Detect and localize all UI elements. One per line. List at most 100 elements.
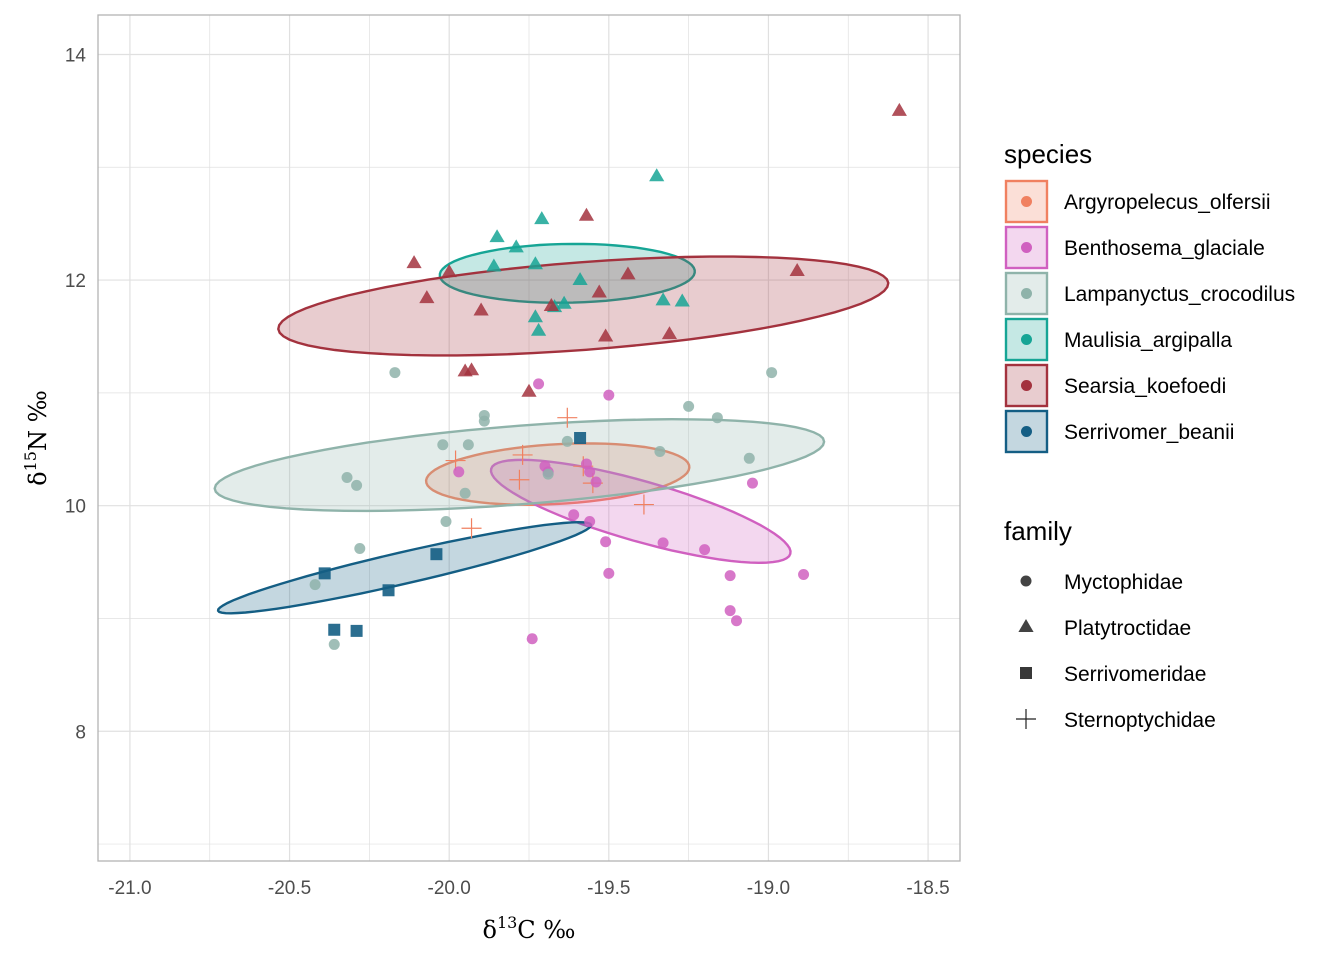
data-point-Lampanyctus_crocodilus — [328, 638, 340, 650]
data-point-Benthosema_glaciale — [526, 633, 538, 645]
legend-key-Serrivomeridae — [1020, 667, 1032, 679]
y-tick-label: 14 — [65, 45, 87, 66]
data-point-Benthosema_glaciale — [590, 476, 602, 488]
data-point-Searsia_koefoedi — [598, 328, 614, 342]
data-point-Maulisia_argipalla — [489, 229, 505, 243]
legend-key-dot — [1021, 426, 1032, 437]
y-tick-label: 10 — [65, 497, 86, 518]
data-point-Searsia_koefoedi — [591, 284, 607, 298]
data-point-Argyropelecus_olfersii — [461, 518, 482, 539]
data-point-Serrivomer_beanii — [574, 432, 587, 444]
data-point-Benthosema_glaciale — [584, 515, 596, 527]
x-tick-label: -18.5 — [906, 878, 949, 899]
data-point-Lampanyctus_crocodilus — [389, 367, 401, 379]
data-point-Lampanyctus_crocodilus — [683, 400, 695, 412]
data-point-Lampanyctus_crocodilus — [459, 487, 471, 499]
x-tick-label: -21.0 — [108, 878, 151, 899]
legend-key-Myctophidae — [1020, 575, 1032, 587]
y-axis-title: δ15N ‰ — [21, 390, 52, 486]
plot-area — [97, 14, 961, 862]
y-tick-label: 12 — [65, 271, 86, 292]
data-point-Serrivomer_beanii — [430, 548, 443, 561]
data-point-Lampanyctus_crocodilus — [341, 471, 353, 483]
x-tick-label: -19.0 — [747, 878, 790, 899]
data-point-Benthosema_glaciale — [731, 615, 743, 627]
legend-label-species: Benthosema_glaciale — [1064, 237, 1265, 260]
data-point-Benthosema_glaciale — [699, 544, 711, 556]
legend-label-family: Sternoptychidae — [1064, 709, 1216, 732]
ellipse-layer — [213, 242, 890, 615]
data-point-Lampanyctus_crocodilus — [711, 412, 723, 424]
x-tick-label: -20.5 — [268, 878, 311, 899]
data-point-Argyropelecus_olfersii — [509, 469, 530, 490]
ellipse-Benthosema_glaciale — [489, 458, 792, 565]
legend-title-species: species — [1004, 139, 1092, 169]
data-point-Argyropelecus_olfersii — [445, 450, 466, 471]
data-point-Searsia_koefoedi — [473, 302, 489, 316]
legend-label-family: Myctophidae — [1064, 571, 1183, 594]
ellipse-Lampanyctus_crocodilus — [213, 417, 826, 513]
data-point-Maulisia_argipalla — [486, 258, 502, 272]
data-point-Searsia_koefoedi — [661, 326, 678, 340]
y-axis-ticks: 8 10 12 14 — [65, 45, 87, 743]
data-point-Lampanyctus_crocodilus — [462, 439, 474, 451]
y-tick-label: 8 — [75, 722, 86, 743]
data-point-Lampanyctus_crocodilus — [542, 468, 554, 480]
legend: species Argyropelecus_olfersii Benthosema_… — [1004, 139, 1295, 732]
data-point-Searsia_koefoedi — [457, 363, 473, 377]
data-point-Benthosema_glaciale — [746, 477, 758, 489]
x-tick-label: -20.0 — [428, 878, 471, 899]
legend-key-Platytroctidae — [1018, 619, 1034, 632]
data-point-Benthosema_glaciale — [798, 568, 810, 580]
data-point-Maulisia_argipalla — [674, 293, 690, 307]
data-point-Searsia_koefoedi — [406, 255, 422, 269]
data-point-Maulisia_argipalla — [534, 211, 550, 225]
data-point-Benthosema_glaciale — [600, 536, 612, 548]
data-point-Maulisia_argipalla — [572, 272, 588, 286]
legend-key-Argyropelecus_olfersii — [1004, 179, 1049, 224]
ellipse-Searsia_koefoedi — [277, 255, 890, 357]
data-point-Lampanyctus_crocodilus — [437, 439, 449, 451]
data-point-Benthosema_glaciale — [580, 458, 592, 470]
legend-label-family: Platytroctidae — [1064, 617, 1191, 640]
plot-border — [97, 14, 961, 862]
legend-title-family: family — [1004, 516, 1072, 546]
data-point-Serrivomer_beanii — [328, 623, 341, 636]
data-point-Searsia_koefoedi — [441, 264, 457, 278]
legend-label-species: Lampanyctus_crocodilus — [1064, 283, 1295, 306]
data-point-Maulisia_argipalla — [508, 239, 524, 253]
data-point-Benthosema_glaciale — [724, 605, 736, 617]
legend-key-Lampanyctus_crocodilus — [1004, 271, 1049, 316]
data-point-Benthosema_glaciale — [657, 537, 669, 549]
data-point-Lampanyctus_crocodilus — [440, 515, 452, 527]
legend-label-species: Searsia_koefoedi — [1064, 375, 1226, 398]
data-point-Searsia_koefoedi — [891, 102, 907, 116]
data-point-Benthosema_glaciale — [603, 389, 615, 401]
data-point-Maulisia_argipalla — [530, 322, 547, 336]
data-point-Lampanyctus_crocodilus — [309, 579, 321, 591]
data-point-Maulisia_argipalla — [527, 309, 543, 323]
data-point-Maulisia_argipalla — [655, 292, 671, 306]
data-point-Searsia_koefoedi — [578, 207, 595, 221]
data-point-Lampanyctus_crocodilus — [561, 435, 573, 447]
legend-label-species: Argyropelecus_olfersii — [1064, 191, 1271, 214]
legend-key-dot — [1021, 288, 1032, 299]
data-point-Lampanyctus_crocodilus — [654, 446, 666, 458]
data-point-Benthosema_glaciale — [568, 509, 580, 521]
x-axis-title: δ13C ‰ — [482, 913, 575, 944]
data-point-Maulisia_argipalla — [649, 168, 665, 182]
data-point-Lampanyctus_crocodilus — [354, 543, 366, 555]
data-point-Searsia_koefoedi — [521, 383, 537, 397]
data-point-Searsia_koefoedi — [789, 263, 805, 277]
legend-label-family: Serrivomeridae — [1064, 663, 1206, 686]
legend-key-dot — [1021, 242, 1032, 253]
legend-key-dot — [1021, 334, 1032, 345]
data-point-Lampanyctus_crocodilus — [766, 367, 778, 379]
data-point-Lampanyctus_crocodilus — [351, 479, 363, 491]
legend-label-species: Serrivomer_beanii — [1064, 421, 1234, 444]
x-axis-ticks: -21.0 -20.5 -20.0 -19.5 -19.0 -18.5 — [108, 878, 949, 899]
legend-key-Sternoptychidae — [1016, 709, 1036, 729]
data-point-Serrivomer_beanii — [318, 567, 331, 580]
data-point-Serrivomer_beanii — [382, 584, 395, 597]
point-layer — [309, 102, 907, 650]
